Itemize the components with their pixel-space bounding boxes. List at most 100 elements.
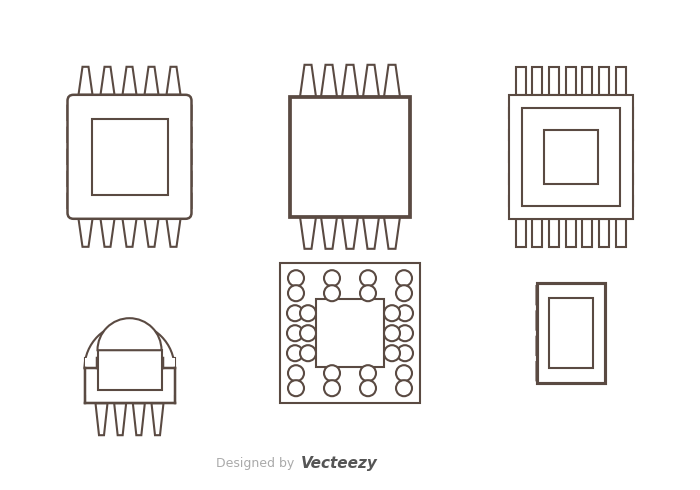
Circle shape — [396, 270, 412, 286]
Polygon shape — [378, 162, 410, 177]
Polygon shape — [290, 111, 322, 127]
Bar — [85, 358, 97, 395]
Bar — [316, 299, 384, 367]
Polygon shape — [290, 136, 322, 152]
Bar — [508, 95, 633, 219]
Circle shape — [287, 305, 303, 321]
Polygon shape — [508, 196, 536, 206]
Bar — [522, 108, 620, 206]
Circle shape — [397, 325, 413, 341]
Polygon shape — [582, 219, 592, 247]
Circle shape — [396, 380, 412, 396]
Polygon shape — [167, 67, 181, 95]
Polygon shape — [321, 217, 337, 249]
Polygon shape — [568, 337, 605, 355]
Circle shape — [324, 270, 340, 286]
Circle shape — [384, 305, 400, 321]
Polygon shape — [67, 106, 95, 120]
Polygon shape — [300, 65, 316, 97]
Circle shape — [324, 380, 340, 396]
Polygon shape — [101, 219, 115, 247]
Polygon shape — [508, 130, 536, 140]
Circle shape — [300, 305, 316, 321]
Polygon shape — [532, 219, 542, 247]
Polygon shape — [515, 219, 526, 247]
Bar — [85, 358, 174, 403]
Circle shape — [360, 270, 376, 286]
Text: Vecteezy: Vecteezy — [301, 456, 378, 470]
Polygon shape — [133, 403, 145, 435]
Polygon shape — [167, 219, 181, 247]
Polygon shape — [566, 67, 575, 95]
Polygon shape — [615, 67, 626, 95]
Polygon shape — [378, 111, 410, 127]
Polygon shape — [67, 172, 95, 186]
Polygon shape — [363, 217, 379, 249]
Polygon shape — [378, 187, 410, 203]
Polygon shape — [582, 67, 592, 95]
Text: Designed by: Designed by — [216, 457, 294, 469]
Polygon shape — [164, 128, 192, 142]
Polygon shape — [536, 286, 573, 304]
Polygon shape — [114, 403, 126, 435]
Polygon shape — [95, 403, 108, 435]
Circle shape — [300, 325, 316, 341]
Circle shape — [360, 365, 376, 381]
Polygon shape — [101, 67, 115, 95]
Bar — [536, 283, 605, 383]
Circle shape — [360, 380, 376, 396]
Polygon shape — [508, 174, 536, 184]
Polygon shape — [605, 152, 633, 162]
Polygon shape — [605, 108, 633, 118]
Bar — [549, 298, 592, 368]
Circle shape — [396, 365, 412, 381]
Polygon shape — [78, 67, 92, 95]
Polygon shape — [67, 128, 95, 142]
Circle shape — [324, 365, 340, 381]
Polygon shape — [164, 194, 192, 208]
Polygon shape — [549, 219, 559, 247]
Circle shape — [324, 285, 340, 301]
Polygon shape — [568, 362, 605, 380]
Polygon shape — [568, 286, 605, 304]
Bar — [97, 350, 162, 390]
Polygon shape — [164, 150, 192, 164]
Polygon shape — [151, 403, 164, 435]
Polygon shape — [363, 65, 379, 97]
Polygon shape — [122, 219, 136, 247]
Polygon shape — [508, 152, 536, 162]
Circle shape — [397, 305, 413, 321]
Circle shape — [300, 345, 316, 361]
Circle shape — [360, 285, 376, 301]
Wedge shape — [97, 318, 162, 350]
Polygon shape — [598, 67, 609, 95]
Circle shape — [287, 345, 303, 361]
Polygon shape — [290, 187, 322, 203]
Polygon shape — [164, 172, 192, 186]
Polygon shape — [290, 162, 322, 177]
Polygon shape — [144, 219, 158, 247]
Circle shape — [288, 285, 304, 301]
Bar — [280, 263, 420, 403]
Polygon shape — [605, 130, 633, 140]
Polygon shape — [566, 219, 575, 247]
Polygon shape — [549, 67, 559, 95]
Polygon shape — [164, 106, 192, 120]
Polygon shape — [342, 217, 358, 249]
Polygon shape — [536, 312, 573, 330]
Polygon shape — [536, 362, 573, 380]
Polygon shape — [598, 219, 609, 247]
Polygon shape — [605, 174, 633, 184]
Polygon shape — [615, 219, 626, 247]
Polygon shape — [342, 65, 358, 97]
Polygon shape — [300, 217, 316, 249]
Polygon shape — [536, 337, 573, 355]
Polygon shape — [605, 196, 633, 206]
Bar — [162, 358, 174, 395]
Polygon shape — [144, 67, 158, 95]
FancyBboxPatch shape — [67, 95, 192, 219]
Polygon shape — [67, 194, 95, 208]
Polygon shape — [122, 67, 136, 95]
Circle shape — [288, 270, 304, 286]
Circle shape — [384, 345, 400, 361]
